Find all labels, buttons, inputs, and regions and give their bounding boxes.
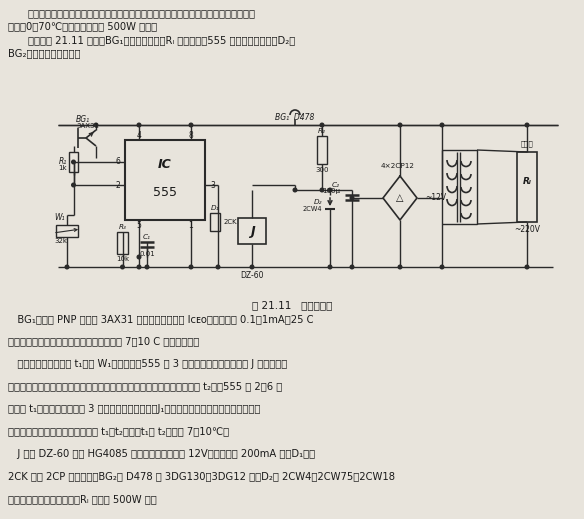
Text: C₂: C₂ bbox=[332, 182, 340, 188]
Text: 加热器: 加热器 bbox=[520, 141, 533, 147]
Text: △: △ bbox=[397, 193, 404, 203]
Text: D₂: D₂ bbox=[314, 199, 322, 205]
Text: 300: 300 bbox=[315, 167, 329, 173]
Circle shape bbox=[137, 255, 141, 259]
Circle shape bbox=[350, 196, 354, 200]
Text: 范围约0～70℃。加热器功率在 500W 以内。: 范围约0～70℃。加热器功率在 500W 以内。 bbox=[8, 21, 157, 32]
Circle shape bbox=[320, 188, 324, 192]
Text: R₁: R₁ bbox=[59, 157, 67, 167]
Bar bbox=[125, 140, 205, 220]
Text: 加热升温。这样，温度就被控制在 t₁～t₂之间。t₁与 t₂相差约 7～10℃。: 加热升温。这样，温度就被控制在 t₁～t₂之间。t₁与 t₂相差约 7～10℃。 bbox=[8, 427, 229, 436]
Text: 100μ: 100μ bbox=[322, 188, 340, 194]
Text: 3: 3 bbox=[210, 181, 215, 189]
Text: 8: 8 bbox=[189, 131, 193, 141]
Circle shape bbox=[525, 265, 529, 269]
Text: IC: IC bbox=[158, 158, 172, 171]
Circle shape bbox=[216, 265, 220, 269]
Circle shape bbox=[398, 265, 402, 269]
Circle shape bbox=[398, 123, 402, 127]
Text: BG₁: BG₁ bbox=[76, 116, 90, 125]
Text: 1: 1 bbox=[189, 221, 193, 229]
Text: R₃: R₃ bbox=[119, 224, 127, 230]
Circle shape bbox=[440, 265, 444, 269]
Text: 接点切断加热电源，停止加热。此后温度将会下降，当温度下降到下限値 t₂时，555 第 2，6 脚: 接点切断加热电源，停止加热。此后温度将会下降，当温度下降到下限値 t₂时，555… bbox=[8, 381, 282, 391]
Text: 3AX31: 3AX31 bbox=[76, 123, 99, 129]
Text: Rₗ: Rₗ bbox=[523, 177, 531, 186]
Bar bbox=[317, 136, 327, 164]
Circle shape bbox=[320, 123, 324, 127]
Text: R₂: R₂ bbox=[318, 128, 326, 134]
Circle shape bbox=[72, 160, 75, 164]
Text: BG₂组成简单稳压电路。: BG₂组成简单稳压电路。 bbox=[8, 48, 81, 59]
Text: 32k: 32k bbox=[54, 238, 67, 244]
Circle shape bbox=[328, 265, 332, 269]
Text: ~220V: ~220V bbox=[514, 225, 540, 235]
Text: 1k: 1k bbox=[58, 165, 67, 171]
Text: ~12V: ~12V bbox=[425, 194, 446, 202]
Circle shape bbox=[137, 265, 141, 269]
Text: J: J bbox=[250, 225, 254, 238]
Circle shape bbox=[525, 123, 529, 127]
Text: W₁: W₁ bbox=[54, 212, 64, 222]
Text: 2: 2 bbox=[115, 181, 120, 189]
Bar bbox=[210, 213, 220, 231]
Text: 2CW4: 2CW4 bbox=[303, 206, 322, 212]
Text: 电压为 t₁对应的一半値，第 3 脚输出翻转成高电平，J₁吸动，接点闭合接通加热电源，于是: 电压为 t₁对应的一半値，第 3 脚输出翻转成高电平，J₁吸动，接点闭合接通加热… bbox=[8, 404, 260, 414]
Text: 当温度升高到设定値 t₁（用 W₁设定）时，555 第 3 脚翻转成低电平，继电器 J 释放，常开: 当温度升高到设定値 t₁（用 W₁设定）时，555 第 3 脚翻转成低电平，继电… bbox=[8, 359, 287, 369]
Circle shape bbox=[328, 188, 332, 192]
Text: 6: 6 bbox=[115, 157, 120, 167]
Circle shape bbox=[293, 188, 297, 192]
Text: 等。其余元件无特殊要求。Rₗ 功率在 500W 内。: 等。其余元件无特殊要求。Rₗ 功率在 500W 内。 bbox=[8, 494, 157, 504]
Text: 该恒温控制器适用于室内恒温控制，可用于温室培育植物和低温加热炉恒温。适用温度: 该恒温控制器适用于室内恒温控制，可用于温室培育植物和低温加热炉恒温。适用温度 bbox=[28, 8, 256, 18]
Text: 555: 555 bbox=[153, 185, 177, 198]
Text: 电路如图 21.11 所示。BG₁是热敏传感器，Rₗ 是加热器，555 构成滞后比较器，D₂与: 电路如图 21.11 所示。BG₁是热敏传感器，Rₗ 是加热器，555 构成滞后… bbox=[28, 35, 296, 45]
Text: C₁: C₁ bbox=[143, 234, 151, 240]
Bar bbox=[56, 225, 78, 237]
Circle shape bbox=[72, 183, 75, 187]
Text: 图 21.11   恒温控制器: 图 21.11 恒温控制器 bbox=[252, 300, 332, 310]
Text: D₁: D₁ bbox=[211, 205, 219, 211]
Circle shape bbox=[189, 123, 193, 127]
Text: 0.01: 0.01 bbox=[139, 251, 155, 257]
Bar bbox=[517, 152, 537, 222]
Text: BG₁  D478: BG₁ D478 bbox=[275, 113, 315, 121]
Text: 10k: 10k bbox=[116, 256, 129, 262]
Bar bbox=[69, 152, 78, 172]
Circle shape bbox=[350, 265, 354, 269]
Text: 4×2CP12: 4×2CP12 bbox=[381, 163, 415, 169]
Circle shape bbox=[65, 265, 69, 269]
Bar bbox=[117, 232, 128, 254]
Text: DZ-60: DZ-60 bbox=[240, 271, 264, 280]
Text: 2CK 型或 2CP 型二极管。BG₂用 D478 或 3DG130、3DG12 等。D₂用 2CW4、2CW75、2CW18: 2CK 型或 2CP 型二极管。BG₂用 D478 或 3DG130、3DG12… bbox=[8, 471, 395, 482]
Circle shape bbox=[94, 123, 98, 127]
Text: J 可用 DZ-60 型或 HG4085 型继电器，工作电压 12V，电流要在 200mA 内。D₁可用: J 可用 DZ-60 型或 HG4085 型继电器，工作电压 12V，电流要在 … bbox=[8, 449, 315, 459]
Text: 4: 4 bbox=[137, 131, 141, 141]
Text: 2CK: 2CK bbox=[224, 219, 238, 225]
Circle shape bbox=[121, 265, 124, 269]
Text: BG₁是用锡 PNP 晶体管 3AX31 作为温度探头，其 Iᴄᴇᴏ在常温下为 0.1～1mA（25 C: BG₁是用锡 PNP 晶体管 3AX31 作为温度探头，其 Iᴄᴇᴏ在常温下为 … bbox=[8, 314, 314, 324]
Circle shape bbox=[145, 265, 149, 269]
Circle shape bbox=[250, 265, 254, 269]
Text: 时），随温度升高而增大，温度大约每升高 7～10 C 就增大一倍。: 时），随温度升高而增大，温度大约每升高 7～10 C 就增大一倍。 bbox=[8, 336, 199, 347]
Circle shape bbox=[189, 265, 193, 269]
Text: 5: 5 bbox=[137, 221, 141, 229]
Circle shape bbox=[137, 123, 141, 127]
Bar bbox=[238, 218, 266, 244]
Bar bbox=[442, 150, 477, 224]
Circle shape bbox=[440, 123, 444, 127]
